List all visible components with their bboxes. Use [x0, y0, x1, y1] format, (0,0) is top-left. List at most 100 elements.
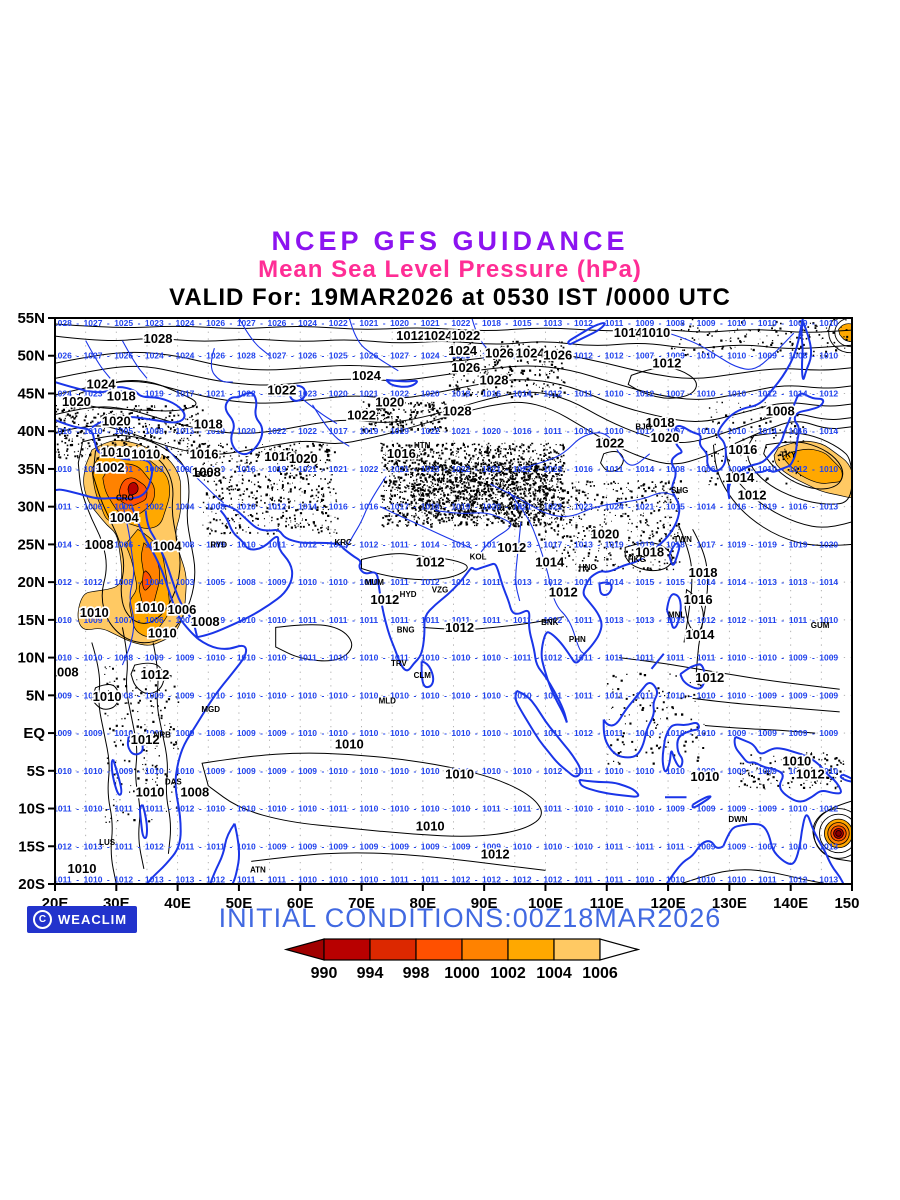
chart-subtitle: Mean Sea Level Pressure (hPa) — [258, 256, 642, 283]
svg-text:-: - — [659, 577, 662, 587]
grid-value: 1012 — [53, 577, 72, 587]
lat-axis-label: 35N — [17, 461, 45, 478]
contour-label: 1026 — [485, 345, 514, 360]
grid-value: 1014 — [697, 577, 716, 587]
svg-text:-: - — [475, 728, 478, 738]
grid-value: 1010 — [697, 690, 716, 700]
svg-text:-: - — [628, 841, 631, 851]
contour-label: 1010 — [148, 625, 177, 640]
grid-value: 1000 — [114, 502, 133, 512]
grid-value: 1010 — [513, 690, 532, 700]
grid-value: 1021 — [359, 388, 378, 398]
grid-value: 1011 — [360, 615, 379, 625]
svg-text:-: - — [597, 426, 600, 436]
svg-text:-: - — [291, 351, 294, 361]
grid-value: 1022 — [237, 388, 256, 398]
svg-text:-: - — [76, 502, 79, 512]
svg-text:-: - — [505, 690, 508, 700]
grid-value: 1008 — [727, 464, 746, 474]
grid-value: 1010 — [237, 653, 256, 663]
svg-text:-: - — [475, 615, 478, 625]
svg-text:-: - — [199, 318, 202, 328]
grid-value: 1026 — [53, 351, 72, 361]
grid-value: 1009 — [451, 841, 470, 851]
grid-value: 1011 — [176, 841, 195, 851]
grid-value: 1011 — [544, 426, 563, 436]
lat-axis-label: 50N — [17, 348, 45, 365]
svg-text:-: - — [168, 388, 171, 398]
grid-value: 1012 — [206, 874, 225, 884]
contour-label: 1012 — [549, 585, 578, 600]
svg-text:-: - — [505, 653, 508, 663]
grid-value: 1010 — [267, 653, 286, 663]
grid-value: 1009 — [697, 804, 716, 814]
lat-axis-label: 55N — [17, 312, 45, 327]
grid-value: 1013 — [176, 874, 195, 884]
grid-value: 1009 — [206, 615, 225, 625]
grid-value: 1019 — [451, 502, 470, 512]
svg-text:-: - — [751, 690, 754, 700]
svg-text:-: - — [475, 318, 478, 328]
svg-text:-: - — [76, 841, 79, 851]
grid-value: 1010 — [53, 464, 72, 474]
contour-label: 1000 — [101, 444, 130, 459]
svg-text:-: - — [659, 539, 662, 549]
grid-value: 1009 — [267, 766, 286, 776]
weaclim-badge: C WEACLIM — [27, 906, 138, 933]
grid-value: 1009 — [758, 804, 777, 814]
grid-value: 1009 — [145, 690, 164, 700]
grid-value: 1013 — [605, 615, 624, 625]
contour-label: 1016 — [387, 446, 416, 461]
svg-text:-: - — [291, 426, 294, 436]
contour-label: 1008 — [180, 785, 209, 800]
svg-text:-: - — [689, 874, 692, 884]
grid-value: 1011 — [390, 653, 409, 663]
contour-label: 1012 — [695, 670, 724, 685]
contour-label: 1010 — [335, 736, 364, 751]
svg-text:-: - — [536, 728, 539, 738]
grid-value: 1009 — [819, 690, 838, 700]
contour-label: 1028 — [443, 404, 472, 419]
svg-text:-: - — [689, 351, 692, 361]
svg-text:-: - — [567, 351, 570, 361]
contour-label: 1012 — [445, 620, 474, 635]
svg-text:-: - — [475, 804, 478, 814]
svg-text:-: - — [720, 318, 723, 328]
grid-value: 1011 — [452, 615, 471, 625]
svg-text:-: - — [383, 690, 386, 700]
grid-value: 1010 — [359, 766, 378, 776]
grid-value: 1008 — [145, 426, 164, 436]
svg-text:-: - — [107, 426, 110, 436]
grid-value: 1011 — [390, 874, 409, 884]
svg-text:-: - — [168, 351, 171, 361]
grid-value: 1012 — [176, 804, 195, 814]
contour-label: 1008 — [50, 665, 79, 680]
svg-text:-: - — [659, 841, 662, 851]
colorbar-box — [553, 938, 601, 961]
station-code: BJG — [635, 423, 651, 432]
svg-text:-: - — [352, 615, 355, 625]
grid-value: 1015 — [666, 502, 685, 512]
svg-text:-: - — [628, 502, 631, 512]
svg-text:-: - — [107, 615, 110, 625]
grid-value: 1011 — [666, 653, 685, 663]
station-code: GUM — [811, 621, 830, 630]
svg-text:-: - — [168, 502, 171, 512]
grid-value: 1008 — [114, 577, 133, 587]
svg-text:-: - — [444, 728, 447, 738]
lon-axis-label: 60E — [287, 895, 314, 912]
svg-text:-: - — [659, 615, 662, 625]
svg-text:-: - — [199, 577, 202, 587]
grid-value: 1007 — [635, 351, 654, 361]
svg-text:-: - — [812, 728, 815, 738]
contour-label: 1020 — [590, 527, 619, 542]
svg-text:-: - — [291, 841, 294, 851]
colorbar-box — [461, 938, 509, 961]
svg-text:-: - — [199, 841, 202, 851]
svg-text:-: - — [352, 351, 355, 361]
svg-text:-: - — [230, 653, 233, 663]
svg-text:-: - — [751, 653, 754, 663]
svg-text:-: - — [413, 690, 416, 700]
lon-axis-label: 150E — [834, 895, 860, 912]
contour-label: 1012 — [481, 847, 510, 862]
